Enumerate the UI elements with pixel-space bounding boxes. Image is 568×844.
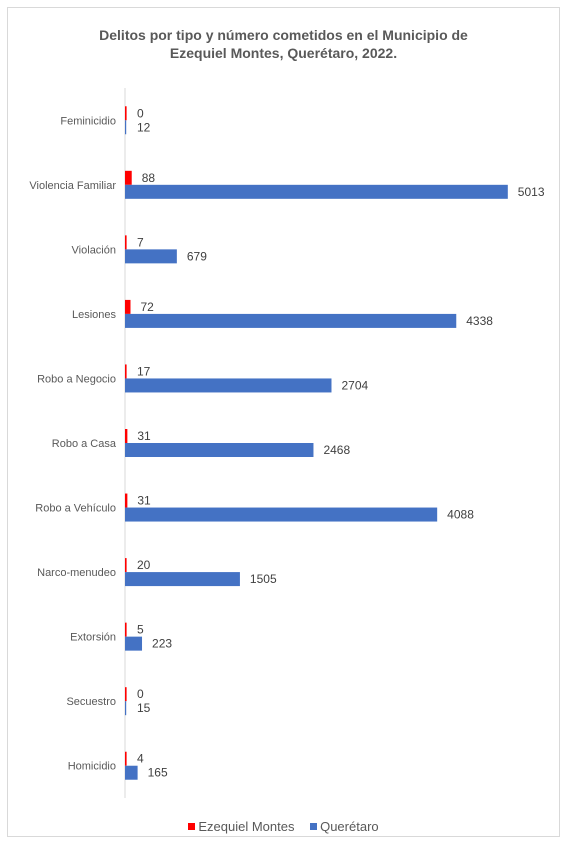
legend-label-queretaro: Querétaro — [320, 818, 379, 834]
category-label-secuestro: Secuestro — [66, 696, 116, 708]
category-label-feminicidio: Feminicidio — [60, 115, 116, 127]
bar-queretaro-robo-a-negocio — [125, 378, 332, 393]
value-label-queretaro-extorsion: 223 — [152, 637, 172, 651]
bar-queretaro-violencia-familiar — [125, 184, 508, 199]
legend-swatch-ezequiel-montes — [188, 823, 196, 830]
bar-ezequiel-montes-feminicidio — [125, 106, 127, 121]
bar-queretaro-feminicidio — [125, 120, 127, 135]
legend: Ezequiel Montes Querétaro — [7, 818, 560, 835]
value-label-ezequiel-montes-violacion: 7 — [137, 235, 144, 249]
value-label-ezequiel-montes-violencia-familiar: 88 — [142, 171, 156, 185]
value-label-queretaro-violencia-familiar: 5013 — [518, 185, 545, 199]
value-label-queretaro-violacion: 679 — [187, 249, 207, 263]
legend-label-ezequiel-montes: Ezequiel Montes — [198, 818, 295, 834]
value-label-ezequiel-montes-robo-a-casa: 31 — [137, 429, 151, 443]
bar-ezequiel-montes-robo-a-negocio — [125, 364, 127, 379]
bar-queretaro-violacion — [125, 249, 177, 264]
value-label-ezequiel-montes-robo-a-negocio: 17 — [137, 364, 151, 378]
category-label-homicidio: Homicidio — [68, 761, 116, 773]
category-label-extorsion: Extorsión — [70, 632, 116, 644]
value-label-queretaro-feminicidio: 12 — [137, 120, 151, 134]
legend-item-ezequiel-montes: Ezequiel Montes — [188, 819, 294, 835]
chart-title-line-1: Delitos por tipo y número cometidos en e… — [99, 27, 468, 43]
category-label-narco-menudeo: Narco-menudeo — [37, 567, 116, 579]
chart-title-line-2: Ezequiel Montes, Querétaro, 2022. — [169, 45, 398, 61]
category-label-violencia-familiar: Violencia Familiar — [29, 180, 116, 192]
value-label-queretaro-homicidio: 165 — [148, 766, 168, 780]
value-label-ezequiel-montes-secuestro: 0 — [137, 687, 144, 701]
bar-queretaro-lesiones — [125, 313, 457, 328]
value-label-queretaro-robo-a-casa: 2468 — [323, 443, 350, 457]
value-label-ezequiel-montes-robo-a-vehiculo: 31 — [137, 494, 151, 508]
value-label-queretaro-secuestro: 15 — [137, 701, 151, 715]
legend-swatch-queretaro — [310, 823, 318, 830]
bar-queretaro-extorsion — [125, 636, 143, 651]
bar-ezequiel-montes-robo-a-vehiculo — [125, 493, 128, 508]
value-label-ezequiel-montes-feminicidio: 0 — [137, 106, 144, 120]
bar-ezequiel-montes-violencia-familiar — [125, 170, 132, 185]
bar-queretaro-narco-menudeo — [125, 572, 240, 587]
value-label-ezequiel-montes-narco-menudeo: 20 — [137, 558, 151, 572]
value-label-ezequiel-montes-extorsion: 5 — [137, 623, 144, 637]
bar-ezequiel-montes-extorsion — [125, 622, 127, 637]
bar-ezequiel-montes-violacion — [125, 235, 127, 250]
value-label-ezequiel-montes-lesiones: 72 — [140, 300, 154, 314]
value-label-ezequiel-montes-homicidio: 4 — [137, 752, 144, 766]
chart-title: Delitos por tipo y número cometidos en e… — [7, 26, 560, 62]
category-label-lesiones: Lesiones — [72, 309, 117, 321]
value-label-queretaro-robo-a-negocio: 2704 — [341, 378, 368, 392]
bar-queretaro-robo-a-vehiculo — [125, 507, 438, 522]
value-label-queretaro-narco-menudeo: 1505 — [250, 572, 277, 586]
category-label-robo-a-negocio: Robo a Negocio — [37, 373, 116, 385]
legend-item-queretaro: Querétaro — [310, 819, 379, 835]
bar-ezequiel-montes-robo-a-casa — [125, 429, 128, 443]
category-label-robo-a-casa: Robo a Casa — [52, 438, 117, 450]
bar-queretaro-robo-a-casa — [125, 443, 314, 457]
value-label-queretaro-lesiones: 4338 — [466, 314, 493, 328]
chart-frame — [7, 7, 560, 837]
bar-queretaro-homicidio — [125, 765, 138, 780]
value-label-queretaro-robo-a-vehiculo: 4088 — [447, 508, 474, 522]
category-label-robo-a-vehiculo: Robo a Vehículo — [35, 503, 116, 515]
category-label-violacion: Violación — [72, 244, 116, 256]
bar-queretaro-secuestro — [125, 701, 127, 716]
bar-ezequiel-montes-lesiones — [125, 299, 131, 314]
bar-ezequiel-montes-narco-menudeo — [125, 558, 127, 573]
bar-ezequiel-montes-secuestro — [125, 687, 127, 702]
bar-ezequiel-montes-homicidio — [125, 751, 127, 766]
